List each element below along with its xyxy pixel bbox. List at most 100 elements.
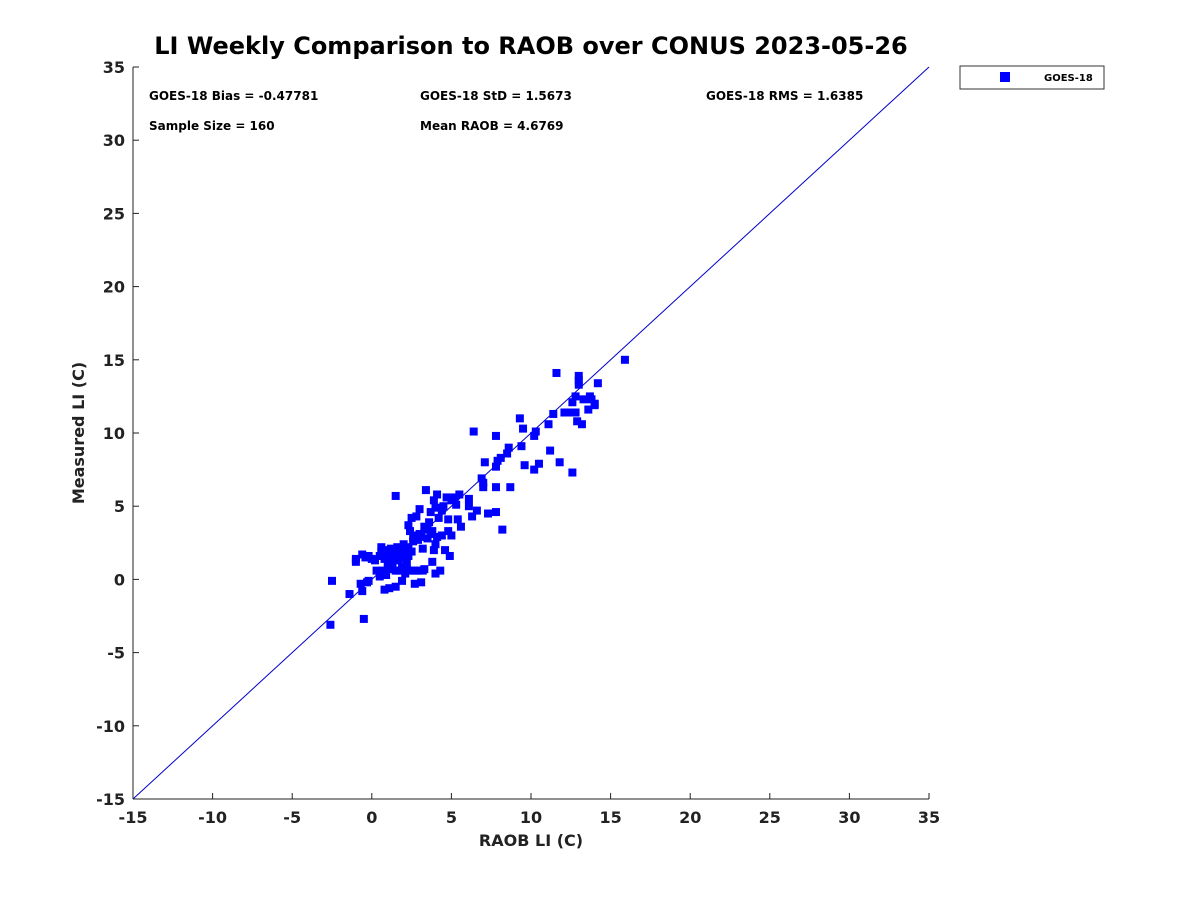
- y-tick-label: -10: [96, 717, 125, 736]
- data-point: [375, 572, 384, 581]
- data-point: [377, 543, 386, 552]
- data-point: [496, 453, 505, 462]
- data-point: [425, 518, 434, 527]
- data-point: [568, 398, 577, 407]
- y-tick-label: 5: [114, 497, 125, 516]
- data-point: [385, 584, 394, 593]
- data-point: [434, 513, 443, 522]
- data-point: [359, 614, 368, 623]
- data-point: [566, 408, 575, 417]
- data-point: [491, 462, 500, 471]
- data-point: [406, 527, 415, 536]
- data-point: [468, 512, 477, 521]
- data-point: [546, 446, 555, 455]
- stat-mean-raob: Mean RAOB = 4.6769: [420, 119, 564, 133]
- x-tick-label: 35: [918, 808, 940, 827]
- data-point: [402, 557, 411, 566]
- data-point: [345, 590, 354, 599]
- data-point: [573, 417, 582, 426]
- data-point: [453, 515, 462, 524]
- data-point: [574, 371, 583, 380]
- data-point: [431, 503, 440, 512]
- data-point: [560, 408, 569, 417]
- x-axis-label: RAOB LI (C): [479, 831, 583, 850]
- data-point: [431, 569, 440, 578]
- data-point: [450, 493, 459, 502]
- data-point: [456, 522, 465, 531]
- data-point: [491, 483, 500, 492]
- data-point: [420, 565, 429, 574]
- y-tick-label: 30: [103, 131, 125, 150]
- data-point: [552, 368, 561, 377]
- data-point: [531, 427, 540, 436]
- data-point: [437, 506, 446, 515]
- data-point: [444, 527, 453, 536]
- data-point: [426, 508, 435, 517]
- data-point: [410, 579, 419, 588]
- data-point: [372, 566, 381, 575]
- y-tick-label: 0: [114, 570, 125, 589]
- stat-rms: GOES-18 RMS = 1.6385: [706, 89, 863, 103]
- data-point: [517, 442, 526, 451]
- data-point: [491, 508, 500, 517]
- data-point: [447, 531, 456, 540]
- data-point: [423, 525, 432, 534]
- y-tick-label: 35: [103, 58, 125, 77]
- x-tick-label: -10: [198, 808, 227, 827]
- y-tick-label: -15: [96, 790, 125, 809]
- legend-box: [959, 65, 1105, 90]
- data-point: [413, 566, 422, 575]
- data-point: [455, 490, 464, 499]
- data-point: [375, 551, 384, 560]
- stat-bias: GOES-18 Bias = -0.47781: [149, 89, 318, 103]
- x-tick-label: -15: [119, 808, 148, 827]
- data-point: [382, 571, 391, 580]
- data-point: [378, 566, 387, 575]
- data-point: [388, 562, 397, 571]
- data-point: [555, 458, 564, 467]
- data-point: [571, 408, 580, 417]
- data-point: [620, 355, 629, 364]
- data-point: [506, 483, 515, 492]
- data-point: [441, 546, 450, 555]
- data-point: [377, 547, 386, 556]
- data-point: [423, 534, 432, 543]
- data-point: [406, 566, 415, 575]
- data-point: [574, 380, 583, 389]
- data-point: [428, 557, 437, 566]
- data-point: [584, 405, 593, 414]
- data-point: [464, 494, 473, 503]
- data-point: [444, 515, 453, 524]
- data-point: [571, 392, 580, 401]
- data-point: [409, 537, 418, 546]
- data-point: [398, 576, 407, 585]
- data-point: [407, 513, 416, 522]
- x-tick-label: 0: [366, 808, 377, 827]
- data-point: [412, 512, 421, 521]
- data-point: [439, 502, 448, 511]
- x-tick-label: 30: [838, 808, 860, 827]
- x-tick-label: 15: [599, 808, 621, 827]
- data-point: [579, 395, 588, 404]
- legend-marker-square: [1000, 72, 1010, 82]
- data-point: [590, 399, 599, 408]
- data-point: [401, 547, 410, 556]
- data-point: [477, 474, 486, 483]
- data-point: [358, 587, 367, 596]
- data-point: [421, 486, 430, 495]
- x-ticks: -15 -10 -5 0 5 10 15 20 25 30 35: [119, 793, 940, 827]
- data-point: [404, 551, 413, 560]
- data-point: [480, 458, 489, 467]
- data-point: [464, 502, 473, 511]
- x-tick-label: 20: [679, 808, 701, 827]
- data-point: [390, 554, 399, 563]
- data-point: [351, 554, 360, 563]
- data-point: [399, 553, 408, 562]
- data-point: [436, 566, 445, 575]
- data-point: [568, 468, 577, 477]
- x-tick-label: 10: [520, 808, 542, 827]
- data-point: [429, 546, 438, 555]
- data-point: [484, 509, 493, 518]
- data-point: [404, 521, 413, 530]
- statistics-panel: GOES-18 Bias = -0.47781 GOES-18 StD = 1.…: [149, 89, 863, 133]
